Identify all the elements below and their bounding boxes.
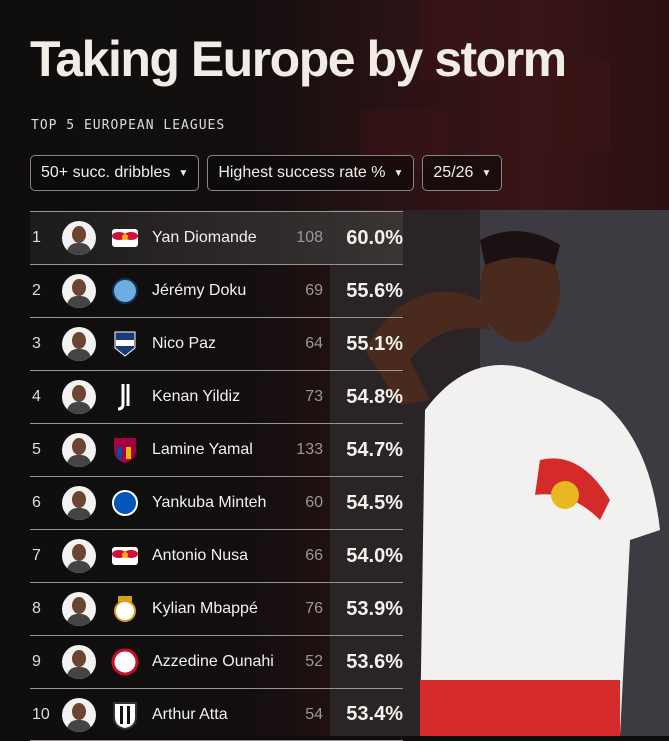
success-rate: 54.8% [346, 385, 403, 408]
club-badge-girona-icon [108, 647, 142, 677]
table-row[interactable]: 4 Kenan Yildiz 73 54.8% [30, 370, 403, 423]
player-name: Kenan Yildiz [152, 388, 241, 405]
success-rate: 54.7% [346, 438, 403, 461]
rank: 7 [32, 547, 41, 564]
player-avatar [62, 380, 96, 414]
player-name: Azzedine Ounahi [152, 653, 274, 670]
successful-dribbles: 52 [305, 653, 323, 670]
successful-dribbles: 54 [305, 705, 323, 723]
page-subtitle: TOP 5 EUROPEAN LEAGUES [31, 118, 226, 133]
club-badge-real-madrid-icon [108, 594, 142, 624]
table-row[interactable]: 8 Kylian Mbappé 76 53.9% [30, 582, 403, 635]
player-avatar [62, 221, 96, 255]
table-row[interactable]: 2 Jérémy Doku 69 55.6% [30, 264, 403, 317]
successful-dribbles: 64 [305, 335, 323, 352]
player-name: Arthur Atta [152, 705, 228, 723]
club-badge-manchester-city-icon [108, 276, 142, 306]
player-avatar [62, 592, 96, 626]
success-rate: 53.9% [346, 597, 403, 620]
caret-down-icon: ▼ [178, 167, 189, 179]
success-rate: 54.5% [346, 491, 403, 514]
player-name: Yan Diomande [152, 229, 257, 246]
player-name: Nico Paz [152, 335, 217, 352]
rank: 8 [32, 600, 41, 617]
table-row[interactable]: 6 Yankuba Minteh 60 54.5% [30, 476, 403, 529]
filter-label: Highest success rate % [218, 164, 386, 181]
rank: 2 [32, 282, 41, 299]
filter-label: 50+ succ. dribbles [41, 164, 171, 181]
caret-down-icon: ▼ [393, 167, 404, 179]
table-row[interactable]: 9 Azzedine Ounahi 52 53.6% [30, 635, 403, 688]
player-name: Jérémy Doku [152, 282, 247, 299]
player-avatar [62, 645, 96, 679]
successful-dribbles: 60 [305, 494, 323, 511]
player-avatar [62, 433, 96, 467]
club-badge-udinese-icon [108, 700, 142, 730]
rank: 5 [32, 441, 41, 458]
filter-label: 25/26 [433, 164, 474, 181]
success-rate: 54.0% [346, 544, 403, 567]
player-avatar [62, 539, 96, 573]
table-row[interactable]: 1 Yan Diomande 108 60.0% [30, 211, 403, 264]
success-rate: 55.1% [346, 332, 403, 355]
club-badge-rb-leipzig-icon [108, 223, 142, 253]
background-tile [540, 60, 610, 150]
player-avatar [62, 697, 96, 732]
filter-dribbles-dropdown[interactable]: 50+ succ. dribbles ▼ [30, 155, 200, 191]
player-name: Kylian Mbappé [152, 600, 258, 617]
rank: 3 [32, 335, 41, 352]
table-row[interactable]: 10 Arthur Atta 54 53.4% [30, 688, 403, 741]
rank: 1 [32, 229, 41, 246]
filter-season-dropdown[interactable]: 25/26 ▼ [422, 155, 503, 191]
table-row[interactable]: 3 Nico Paz 64 55.1% [30, 317, 403, 370]
rank: 9 [32, 653, 41, 670]
club-badge-barcelona-icon [108, 435, 142, 465]
filter-bar: 50+ succ. dribbles ▼ Highest success rate… [30, 155, 503, 191]
player-avatar [62, 486, 96, 520]
successful-dribbles: 73 [305, 388, 323, 405]
player-name: Yankuba Minteh [152, 494, 267, 511]
successful-dribbles: 69 [305, 282, 323, 299]
player-name: Lamine Yamal [152, 441, 253, 458]
success-rate: 53.6% [346, 650, 403, 673]
player-avatar [62, 274, 96, 308]
rank: 6 [32, 494, 41, 511]
success-rate: 53.4% [346, 703, 403, 725]
club-badge-como-icon [108, 329, 142, 359]
successful-dribbles: 133 [296, 441, 323, 458]
caret-down-icon: ▼ [481, 167, 492, 179]
table-row[interactable]: 5 Lamine Yamal 133 54.7% [30, 423, 403, 476]
club-badge-brighton-icon [108, 488, 142, 518]
table-row[interactable]: 7 Antonio Nusa 66 54.0% [30, 529, 403, 582]
club-badge-rb-leipzig-icon [108, 541, 142, 571]
success-rate: 55.6% [346, 279, 403, 302]
club-badge-juventus-icon [108, 382, 142, 412]
background-tile [420, 0, 480, 80]
successful-dribbles: 66 [305, 547, 323, 564]
successful-dribbles: 76 [305, 600, 323, 617]
rank: 10 [32, 705, 50, 723]
page-title: Taking Europe by storm [30, 31, 567, 87]
player-name: Antonio Nusa [152, 547, 249, 564]
successful-dribbles: 108 [296, 229, 323, 246]
player-photo [330, 210, 669, 736]
filter-sort-dropdown[interactable]: Highest success rate % ▼ [207, 155, 415, 191]
success-rate: 60.0% [346, 226, 403, 249]
player-avatar [62, 327, 96, 361]
rank: 4 [32, 388, 41, 405]
ranking-table: 1 Yan Diomande 108 60.0% 2 Jérémy Doku 69… [30, 211, 403, 741]
